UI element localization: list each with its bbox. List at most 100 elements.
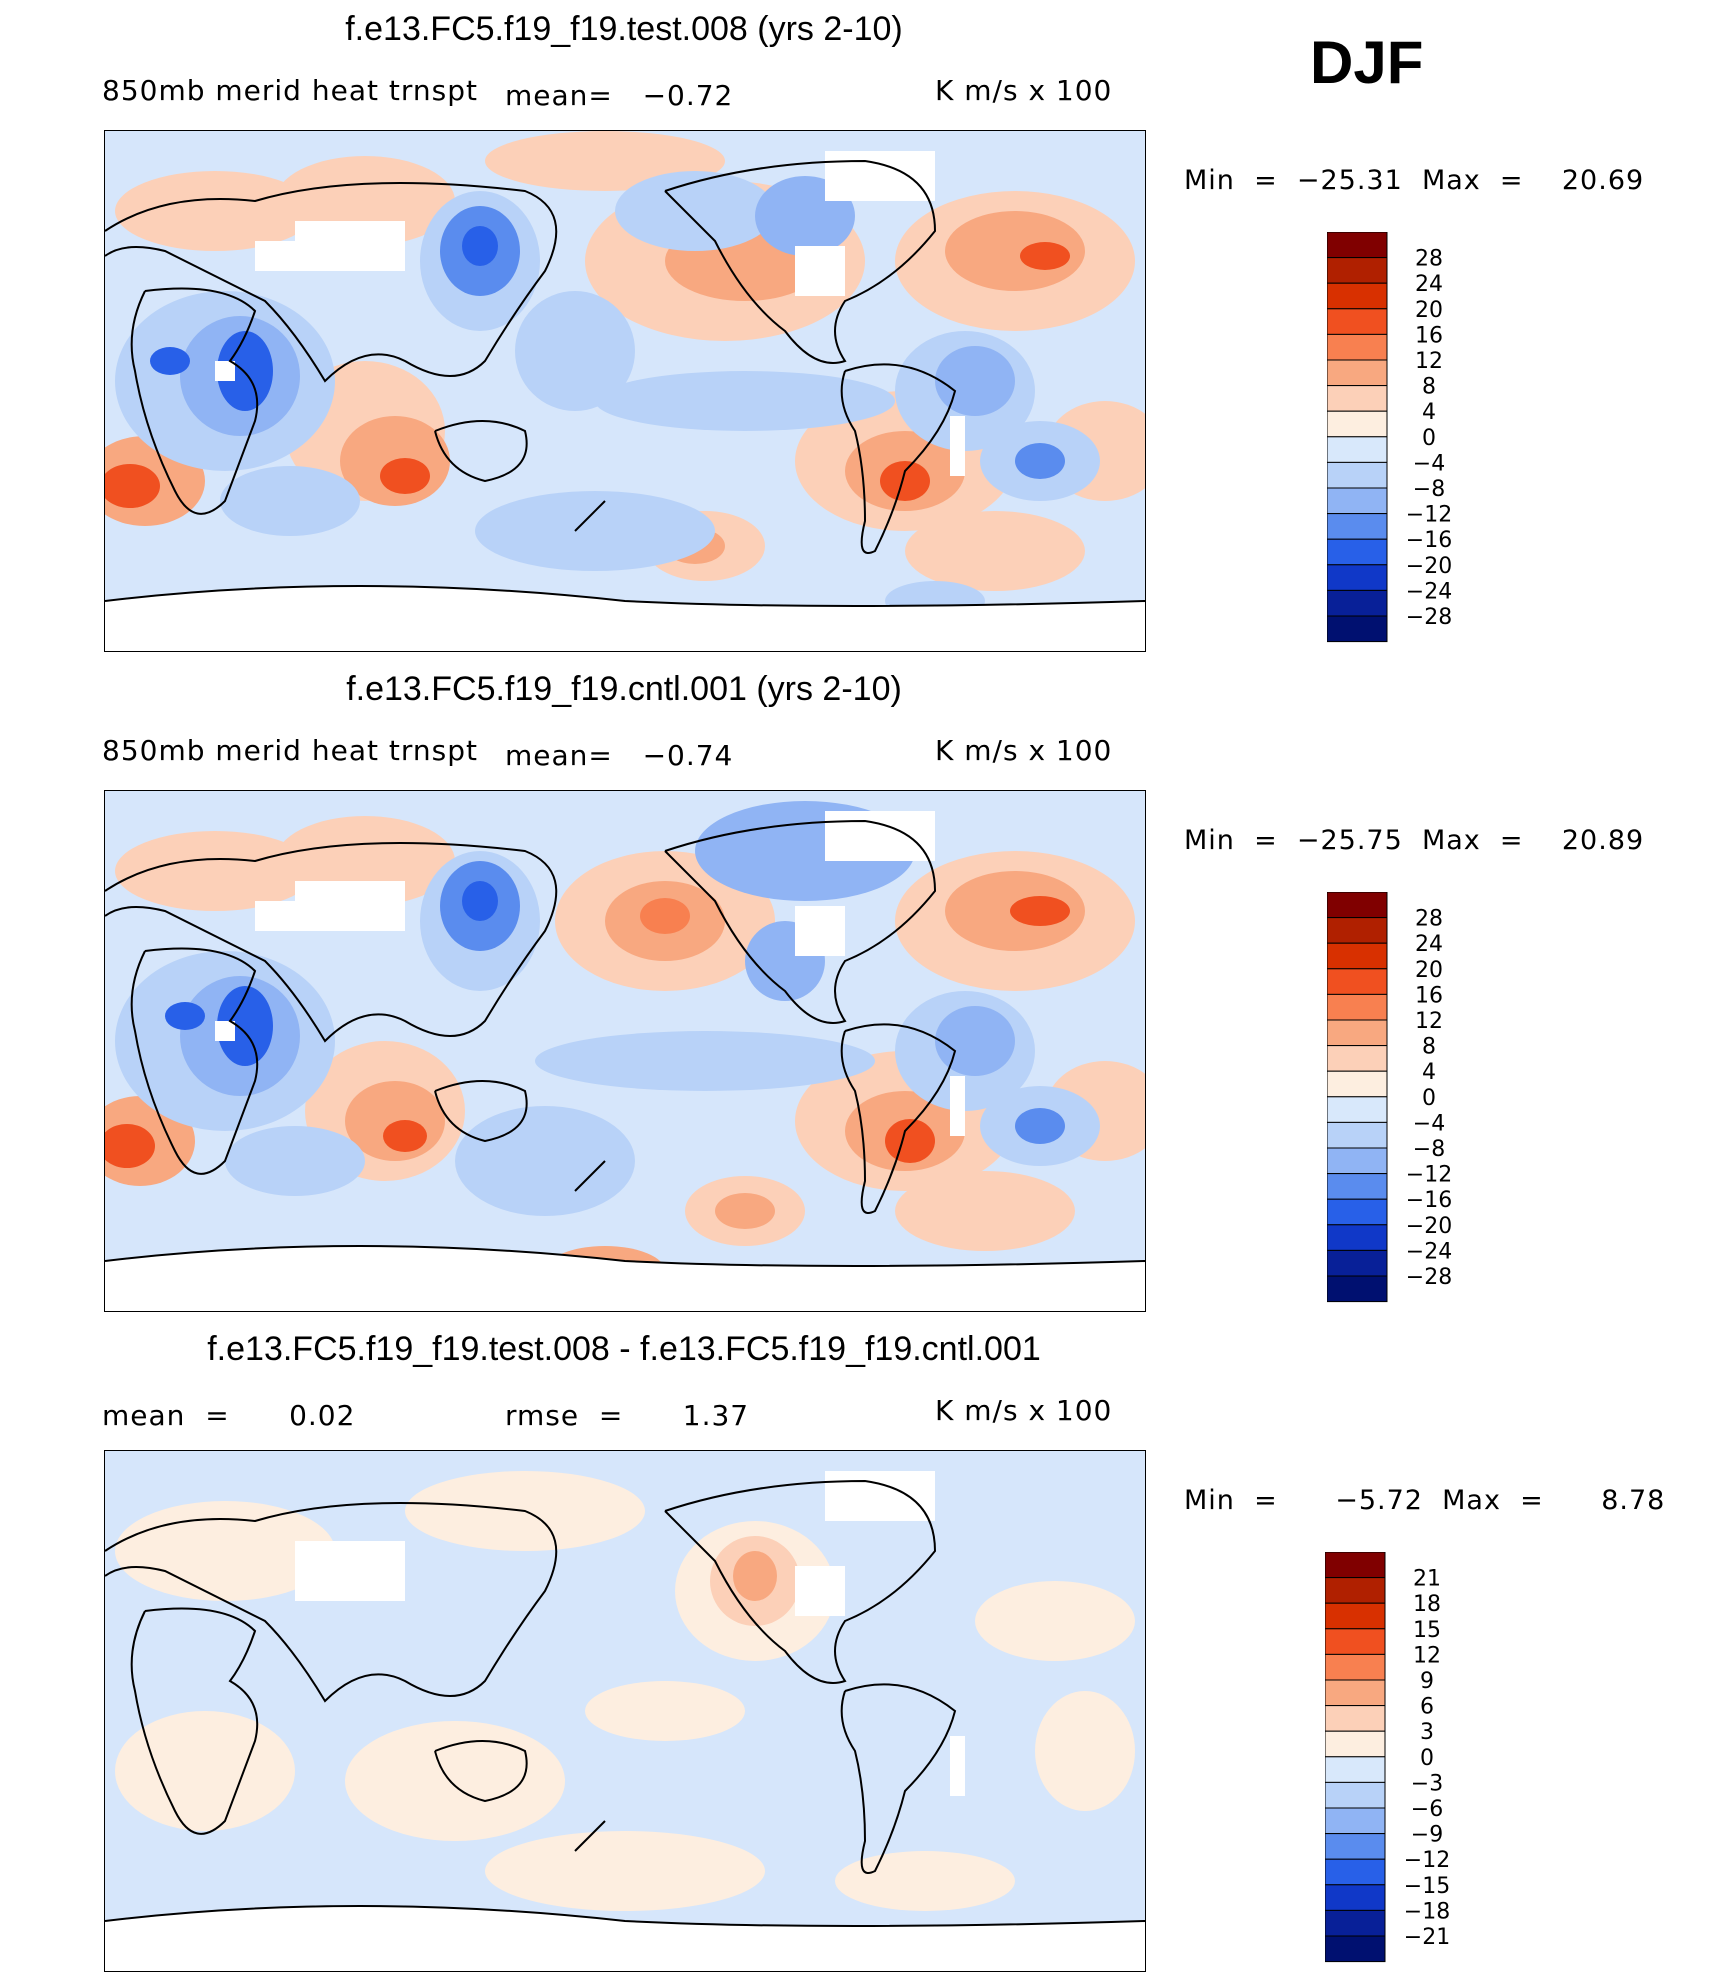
- panel2-variable-label: 850mb merid heat trnspt: [102, 734, 478, 767]
- colorbar-swatch: [1327, 308, 1388, 335]
- panel2-minmax-label: Min = −25.75 Max = 20.89: [1184, 825, 1645, 856]
- colorbar-tick-label: −8: [1413, 1137, 1445, 1162]
- colorbar-swatch: [1325, 1807, 1386, 1835]
- colorbar-swatch: [1327, 892, 1388, 919]
- colorbar-tick-label: 0: [1420, 1746, 1434, 1771]
- colorbar-tick-label: −20: [1406, 1214, 1452, 1239]
- colorbar-swatch: [1327, 993, 1388, 1021]
- colorbar-tick-label: −4: [1413, 451, 1445, 476]
- colorbar-swatch: [1327, 1173, 1388, 1200]
- colorbar-tick-label: −12: [1406, 503, 1452, 528]
- colorbar-swatch: [1327, 333, 1388, 361]
- colorbar-swatch: [1327, 410, 1388, 438]
- colorbar-swatch: [1325, 1935, 1386, 1963]
- colorbar-swatch: [1327, 487, 1388, 515]
- colorbar-swatch: [1327, 564, 1388, 591]
- colorbar-tick-label: 24: [1415, 932, 1443, 957]
- colorbar-swatch: [1327, 615, 1388, 643]
- colorbar-tick-label: 15: [1413, 1618, 1441, 1643]
- panel3-mean-label: mean = 0.02: [102, 1399, 356, 1432]
- colorbar-swatch: [1325, 1756, 1386, 1783]
- panel1-variable-label: 850mb merid heat trnspt: [102, 74, 478, 107]
- colorbar-tick-label: 4: [1422, 400, 1436, 425]
- colorbar-tick-label: 6: [1420, 1695, 1434, 1720]
- colorbar-tick-label: 21: [1413, 1567, 1441, 1592]
- colorbar-swatch: [1327, 257, 1388, 284]
- colorbar-tick-label: −16: [1406, 1188, 1452, 1213]
- panel1-map-svg: [105, 131, 1145, 651]
- colorbar-swatch: [1325, 1602, 1386, 1630]
- colorbar-swatch: [1327, 1045, 1388, 1072]
- colorbar-tick-label: 28: [1415, 907, 1443, 932]
- colorbar-tick-label: 12: [1415, 349, 1443, 374]
- panel2-mean-label: mean= −0.74: [505, 739, 734, 772]
- panel3-units-label: K m/s x 100: [935, 1394, 1113, 1427]
- colorbar-tick-label: −3: [1411, 1771, 1443, 1796]
- colorbar-swatch: [1325, 1781, 1386, 1809]
- colorbar-swatch: [1327, 917, 1388, 944]
- colorbar-swatch: [1325, 1552, 1386, 1579]
- panel2-map: [104, 790, 1146, 1312]
- panel3-minmax-label: Min = −5.72 Max = 8.78: [1184, 1485, 1666, 1516]
- panel1-map: [104, 130, 1146, 652]
- colorbar-swatch: [1327, 1121, 1388, 1149]
- colorbar-swatch: [1325, 1884, 1386, 1911]
- colorbar-tick-label: −18: [1404, 1899, 1450, 1924]
- colorbar-tick-label: 8: [1422, 1035, 1436, 1060]
- colorbar-tick-label: 20: [1415, 298, 1443, 323]
- colorbar-swatch: [1327, 1070, 1388, 1098]
- panel1-minmax-label: Min = −25.31 Max = 20.69: [1184, 165, 1645, 196]
- colorbar-tick-label: −24: [1406, 1239, 1452, 1264]
- colorbar-tick-label: 16: [1415, 983, 1443, 1008]
- colorbar-tick-label: −15: [1404, 1874, 1450, 1899]
- colorbar-tick-label: 0: [1422, 426, 1436, 451]
- colorbar-tick-label: −21: [1404, 1925, 1450, 1950]
- colorbar-swatch: [1325, 1577, 1386, 1604]
- colorbar-tick-label: 12: [1413, 1643, 1441, 1668]
- colorbar-swatch: [1327, 1275, 1388, 1303]
- panel3-rmse-label: rmse = 1.37: [505, 1399, 750, 1432]
- colorbar-tick-label: −28: [1406, 1265, 1452, 1290]
- colorbar-swatch: [1327, 1147, 1388, 1175]
- colorbar-tick-label: −4: [1413, 1111, 1445, 1136]
- colorbar-swatch: [1327, 589, 1388, 617]
- colorbar-swatch: [1327, 232, 1388, 259]
- colorbar-swatch: [1327, 513, 1388, 540]
- colorbar-swatch: [1327, 461, 1388, 489]
- colorbar-tick-label: −6: [1411, 1797, 1443, 1822]
- panel1-colorbar: 28 24 20 16 12 8 4 0 −4 −8 −12 −16 −20 −24 −28: [1327, 232, 1467, 644]
- colorbar-swatch: [1327, 1249, 1388, 1277]
- colorbar-swatch: [1325, 1705, 1386, 1732]
- panel1-title: f.e13.FC5.f19_f19.test.008 (yrs 2-10): [345, 10, 903, 48]
- colorbar-swatch: [1327, 538, 1388, 566]
- colorbar-tick-label: 28: [1415, 247, 1443, 272]
- colorbar-swatch: [1325, 1730, 1386, 1758]
- colorbar-tick-label: 3: [1420, 1720, 1434, 1745]
- colorbar-swatch: [1327, 282, 1388, 310]
- colorbar-tick-label: 20: [1415, 958, 1443, 983]
- colorbar-swatch: [1327, 1224, 1388, 1251]
- colorbar-swatch: [1327, 1019, 1388, 1047]
- panel2-title: f.e13.FC5.f19_f19.cntl.001 (yrs 2-10): [346, 670, 902, 708]
- panel3-map: [104, 1450, 1146, 1972]
- colorbar-tick-label: 9: [1420, 1669, 1434, 1694]
- colorbar-tick-label: −20: [1406, 554, 1452, 579]
- panel1-units-label: K m/s x 100: [935, 74, 1113, 107]
- colorbar-swatch: [1327, 436, 1388, 463]
- colorbar-swatch: [1327, 1096, 1388, 1123]
- panel3-title: f.e13.FC5.f19_f19.test.008 - f.e13.FC5.f…: [207, 1330, 1041, 1368]
- colorbar-tick-label: −12: [1404, 1848, 1450, 1873]
- colorbar-tick-label: −28: [1406, 605, 1452, 630]
- season-label: DJF: [1310, 29, 1424, 96]
- colorbar-tick-label: 0: [1422, 1086, 1436, 1111]
- colorbar-swatch: [1325, 1628, 1386, 1655]
- panel2-units-label: K m/s x 100: [935, 734, 1113, 767]
- colorbar-swatch: [1327, 1198, 1388, 1226]
- colorbar-swatch: [1327, 385, 1388, 412]
- colorbar-tick-label: −9: [1411, 1823, 1443, 1848]
- colorbar-tick-label: 16: [1415, 323, 1443, 348]
- panel2-map-svg: [105, 801, 1145, 1311]
